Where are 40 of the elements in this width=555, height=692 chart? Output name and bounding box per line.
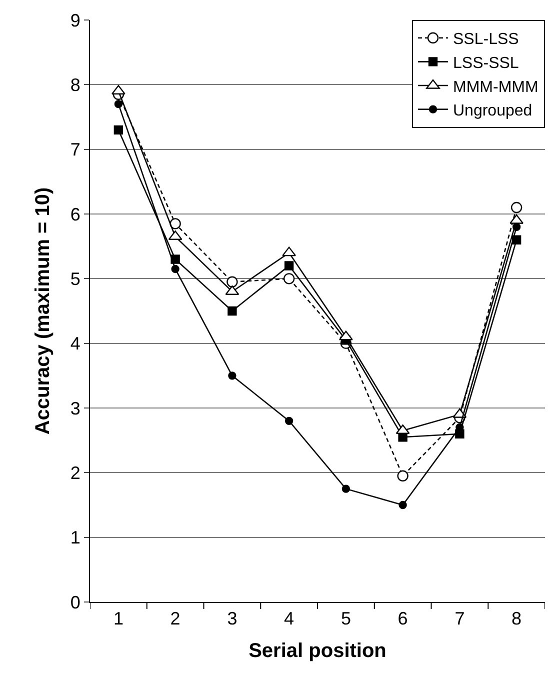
y-tick-label: 7 xyxy=(70,140,80,160)
point xyxy=(512,222,521,232)
point xyxy=(228,372,236,380)
legend-label: LSS-SSL xyxy=(453,54,519,72)
legend-label: Ungrouped xyxy=(453,102,532,120)
y-tick-label: 1 xyxy=(70,528,80,548)
x-axis-title: Serial position xyxy=(248,640,386,662)
x-tick-label: 4 xyxy=(284,608,294,629)
point xyxy=(171,264,180,274)
y-tick-label: 5 xyxy=(70,268,80,289)
point xyxy=(284,416,294,426)
legend-label: SSL-LSS xyxy=(453,31,519,48)
x-tick-label: 8 xyxy=(512,608,522,629)
point xyxy=(284,261,294,270)
point xyxy=(170,218,181,230)
point xyxy=(226,276,238,288)
y-tick-label: 9 xyxy=(70,10,80,30)
point xyxy=(397,470,408,482)
point xyxy=(114,100,123,108)
y-axis-title: Accuracy (maximum = 10) xyxy=(32,187,54,435)
x-tick-label: 7 xyxy=(454,608,465,629)
y-tick-label: 6 xyxy=(70,204,80,224)
point xyxy=(228,306,237,316)
y-tick-label: 4 xyxy=(70,334,80,354)
x-tick-label: 6 xyxy=(398,608,408,629)
point xyxy=(114,125,124,135)
y-tick-label: 3 xyxy=(70,398,80,418)
x-tick-label: 2 xyxy=(170,608,180,629)
point xyxy=(398,500,407,510)
y-tick-label: 2 xyxy=(70,462,80,483)
point xyxy=(510,202,522,214)
legend-label: MMM-MMM xyxy=(453,78,538,96)
y-tick-label: 8 xyxy=(70,74,80,95)
x-tick-label: 1 xyxy=(113,608,124,629)
point xyxy=(283,273,295,284)
x-tick-label: 5 xyxy=(340,608,351,629)
point xyxy=(342,484,350,493)
x-tick-label: 3 xyxy=(227,608,238,629)
y-tick-label: 0 xyxy=(70,592,80,612)
point xyxy=(170,254,180,264)
